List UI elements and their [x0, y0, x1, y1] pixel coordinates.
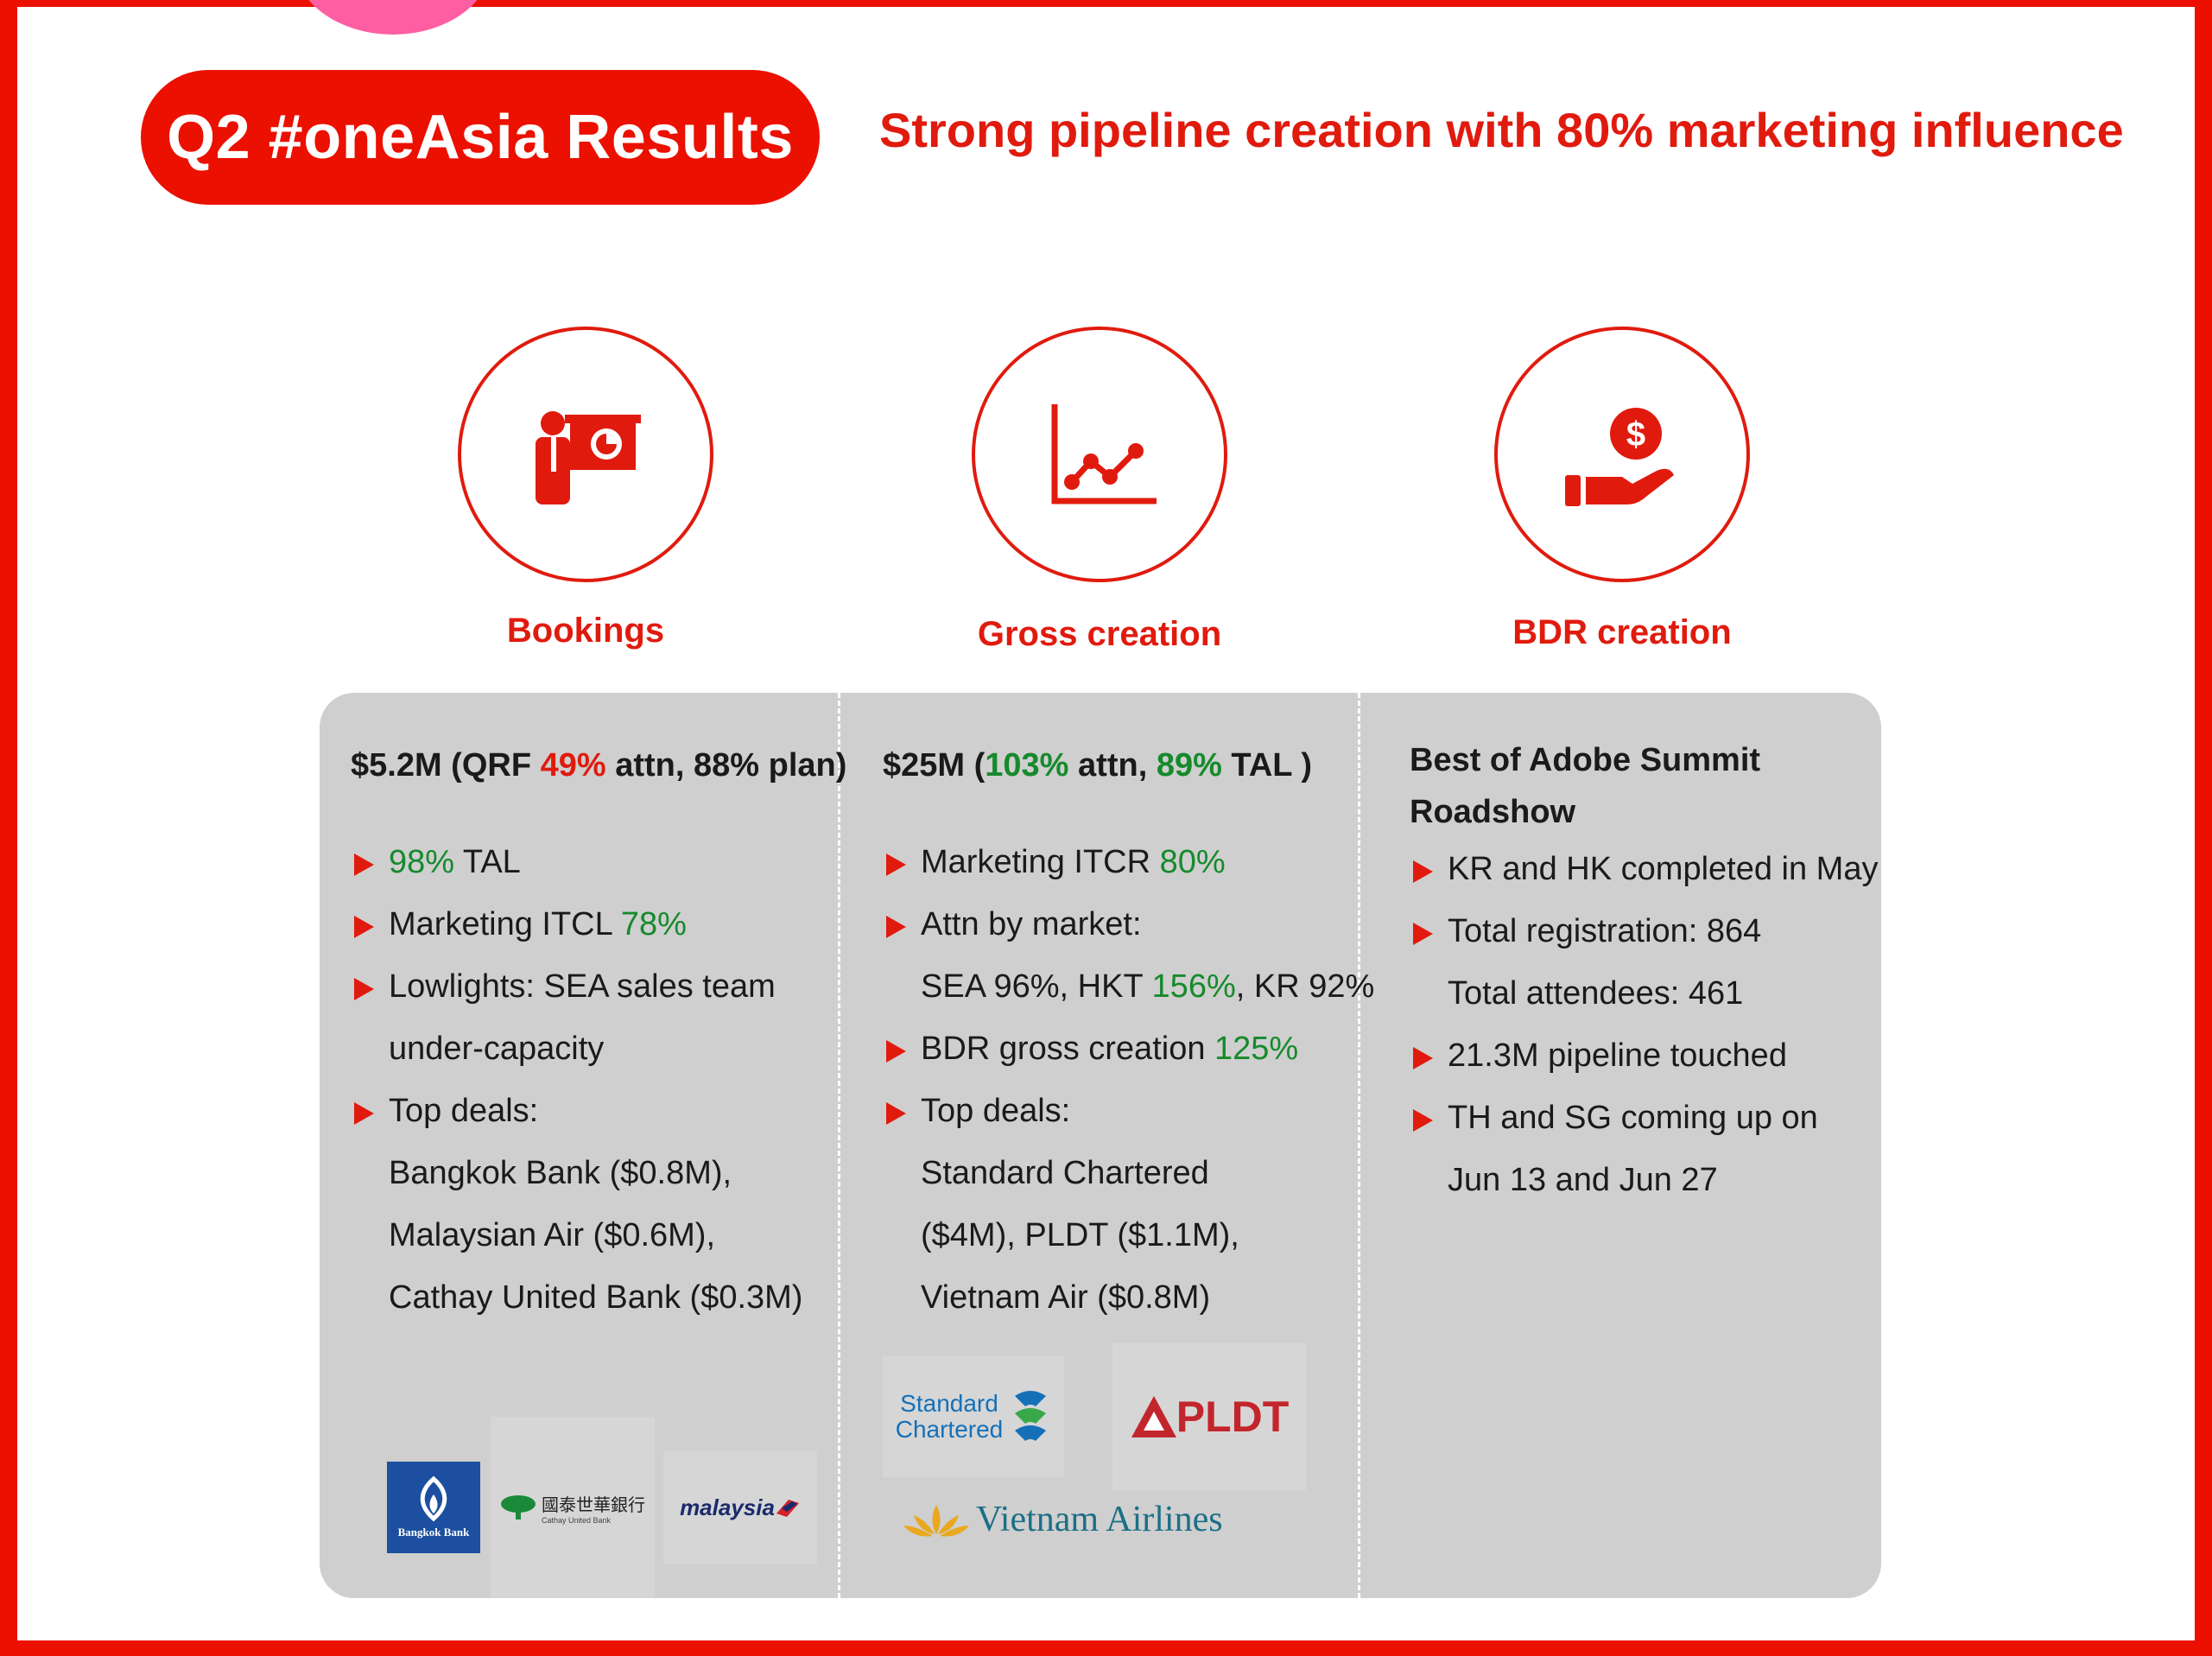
list-item-continuation: Total attendees: 461 [1448, 975, 1744, 1012]
bangkok-bank-logo-text: Bangkok Bank [397, 1526, 470, 1539]
list-item: Top deals: [883, 1080, 1374, 1142]
list-item: TH and SG coming up on [1410, 1087, 1878, 1149]
cathay-united-bank-logo: 國泰世華銀行 Cathay United Bank [491, 1417, 655, 1598]
tree-icon [501, 1495, 536, 1520]
list-item: KR and HK completed in May [1410, 838, 1878, 900]
bookings-column: $5.2M (QRF 49% attn, 88% plan) 98% TAL M… [351, 734, 846, 1329]
bullet-icon [886, 1040, 906, 1063]
page-subtitle: Strong pipeline creation with 80% market… [879, 103, 2124, 157]
lotus-icon [420, 1475, 447, 1522]
bullet-icon [886, 1102, 906, 1125]
bullet-icon [1413, 923, 1433, 945]
list-item: Total registration: 864 [1410, 900, 1878, 962]
list-item: Attn by market: [883, 893, 1374, 955]
vietnam-airlines-logo-text: Vietnam Airlines [976, 1500, 1223, 1539]
line-chart-icon [1051, 404, 1157, 504]
list-item: 98% TAL [351, 831, 846, 893]
bdr-creation-circle: $ [1494, 327, 1750, 582]
list-item: Marketing ITCR 80% [883, 831, 1374, 893]
standard-chartered-logo-line2: Chartered [895, 1416, 1004, 1443]
vietnam-airlines-logo: Vietnam Airlines [902, 1493, 1282, 1546]
list-item-continuation: Cathay United Bank ($0.3M) [389, 1279, 803, 1316]
column-divider [1358, 693, 1360, 1598]
list-item-continuation: Malaysian Air ($0.6M), [389, 1217, 716, 1253]
list-item-continuation: under-capacity [389, 1031, 605, 1067]
bullet-icon [886, 853, 906, 876]
pldt-logo-text: PLDT [1176, 1393, 1290, 1441]
bullet-icon [354, 978, 374, 1000]
category-label-gross-creation: Gross creation [977, 615, 1222, 653]
bullet-icon [1413, 1047, 1433, 1069]
page-title: Q2 #oneAsia Results [141, 70, 820, 205]
cathay-logo-chinese: 國泰世華銀行 [542, 1494, 645, 1515]
list-item-continuation: Jun 13 and Jun 27 [1448, 1162, 1718, 1198]
category-label-bdr-creation: BDR creation [1512, 613, 1732, 651]
bdr-creation-column: Best of Adobe Summit Roadshow KR and HK … [1410, 734, 1878, 1211]
dollar-hand-icon: $ [1565, 408, 1674, 506]
bullet-icon [886, 916, 906, 938]
cathay-logo-english: Cathay United Bank [542, 1515, 612, 1525]
bullet-icon [354, 916, 374, 938]
presentation-icon [536, 411, 641, 504]
bullet-icon [354, 853, 374, 876]
list-item-continuation: Vietnam Air ($0.8M) [921, 1279, 1211, 1316]
standard-chartered-stripes-icon [1015, 1391, 1047, 1441]
kite-icon [776, 1500, 799, 1517]
malaysia-logo-text: malaysia [680, 1494, 775, 1520]
category-label-bookings: Bookings [506, 612, 665, 650]
standard-chartered-logo-line1: Standard [900, 1390, 998, 1417]
bullet-icon [1413, 1109, 1433, 1132]
lotus-icon [903, 1505, 969, 1537]
list-item: 21.3M pipeline touched [1410, 1025, 1878, 1087]
list-item-continuation: ($4M), PLDT ($1.1M), [921, 1217, 1239, 1253]
bookings-circle [458, 327, 713, 582]
gross-creation-headline: $25M (103% attn, 89% TAL ) [883, 747, 1313, 784]
bullet-icon [1413, 860, 1433, 883]
bangkok-bank-logo: Bangkok Bank [387, 1462, 480, 1553]
list-item: Top deals: [351, 1080, 846, 1142]
malaysia-airlines-logo: malaysia [663, 1451, 817, 1564]
gross-creation-column: $25M (103% attn, 89% TAL ) Marketing ITC… [883, 734, 1374, 1329]
pldt-triangle-icon [1131, 1396, 1176, 1437]
list-item: Marketing ITCL 78% [351, 893, 846, 955]
pldt-logo: PLDT [1112, 1343, 1306, 1490]
list-item-continuation: Bangkok Bank ($0.8M), [389, 1155, 732, 1191]
column-divider [838, 693, 840, 1598]
svg-text:$: $ [1626, 416, 1645, 454]
list-item: BDR gross creation 125% [883, 1018, 1374, 1080]
list-item-continuation: SEA 96%, HKT 156%, KR 92% [921, 968, 1375, 1005]
list-item: Lowlights: SEA sales team [351, 955, 846, 1018]
gross-creation-circle [972, 327, 1227, 582]
bookings-headline: $5.2M (QRF 49% attn, 88% plan) [351, 747, 847, 784]
bdr-creation-headline: Best of Adobe Summit Roadshow [1410, 742, 1761, 830]
bullet-icon [354, 1102, 374, 1125]
list-item-continuation: Standard Chartered [921, 1155, 1209, 1191]
page-title-text: Q2 #oneAsia Results [167, 103, 794, 172]
standard-chartered-logo: Standard Chartered [883, 1356, 1064, 1477]
